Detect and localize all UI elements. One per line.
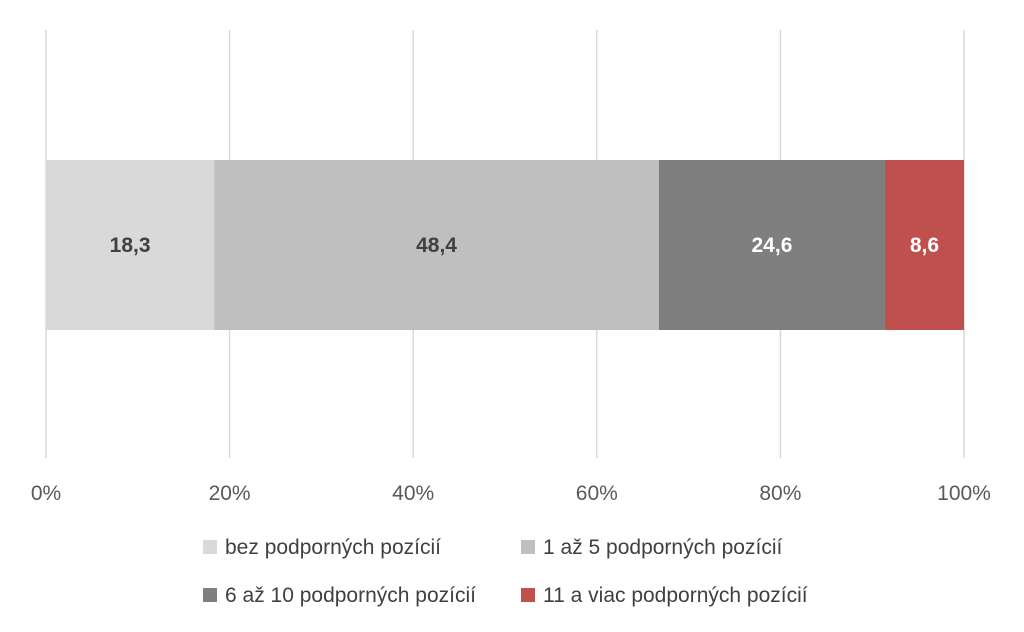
x-tick-label: 80% [759,482,801,505]
data-label: 24,6 [752,234,793,257]
legend-label: bez podporných pozícií [225,536,441,559]
legend-swatch [521,540,535,554]
x-tick-label: 100% [937,482,991,505]
x-tick-label: 40% [392,482,434,505]
legend-swatch [521,588,535,602]
legend-label: 1 až 5 podporných pozícií [543,536,782,559]
data-label: 48,4 [416,234,457,257]
data-label: 8,6 [910,234,939,257]
bar-segments [46,160,964,330]
legend-swatch [203,540,217,554]
x-axis-ticks: 0% 20% 40% 60% 80% 100% [31,482,991,505]
legend-label: 6 až 10 podporných pozícií [225,584,476,607]
legend-label: 11 a viac podporných pozícií [543,584,808,607]
data-label: 18,3 [110,234,151,257]
bar-segment [214,160,659,330]
x-tick-label: 0% [31,482,61,505]
x-tick-label: 20% [209,482,251,505]
bar-segment [658,160,885,330]
bar-segment [884,160,964,330]
data-labels: 18,3 48,4 24,6 8,6 [110,234,939,257]
legend: bez podporných pozícií 1 až 5 podporných … [203,536,808,607]
bar-segment [46,160,215,330]
x-tick-label: 60% [576,482,618,505]
legend-swatch [203,588,217,602]
